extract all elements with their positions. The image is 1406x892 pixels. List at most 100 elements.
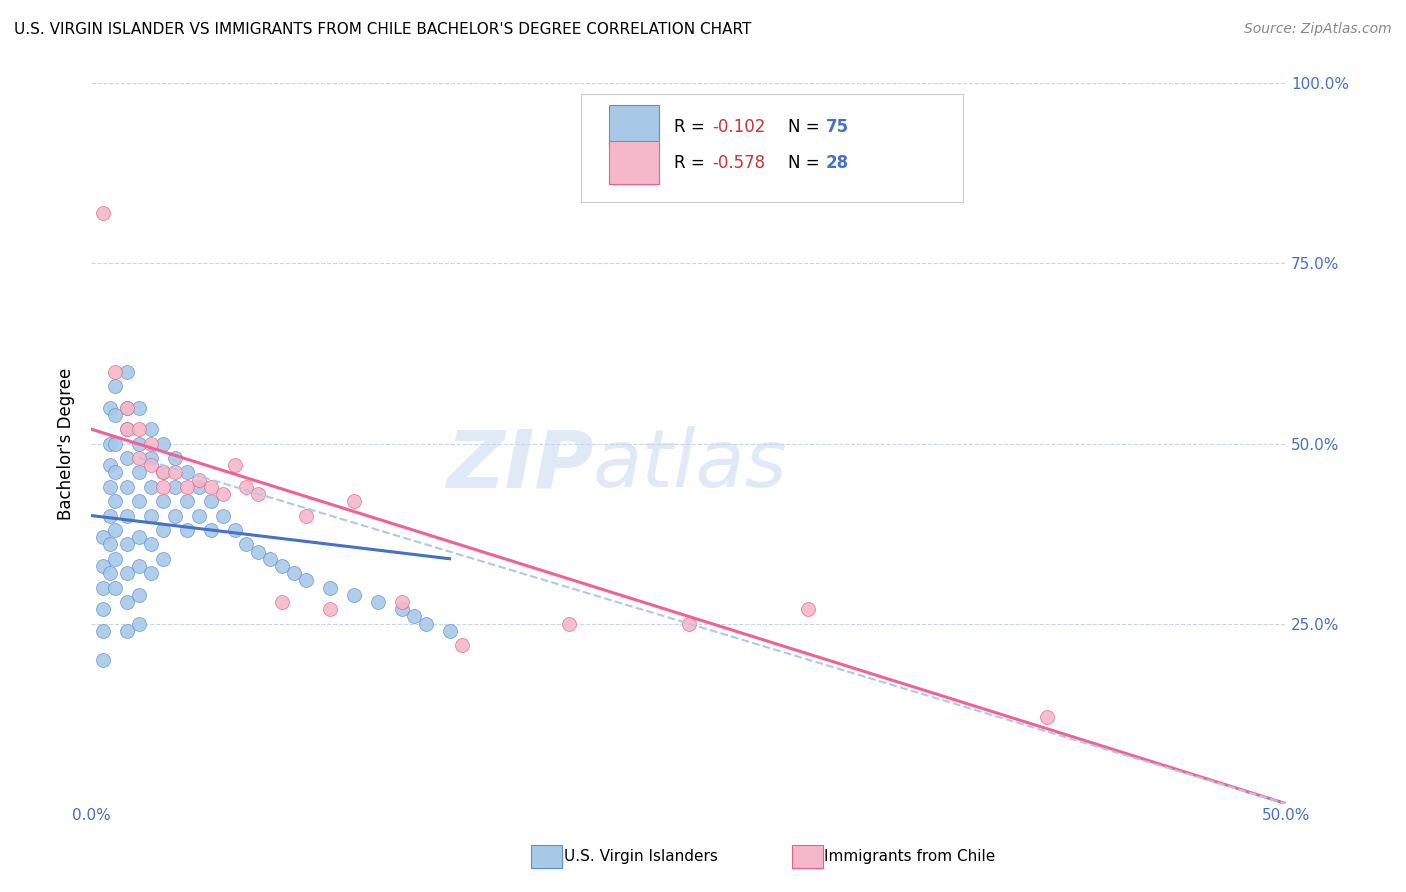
Point (91, 206, 114, 220)
Point (98, 537, 121, 551)
Point (211, 487, 233, 501)
Point (139, 422, 162, 436)
Point (415, 616, 437, 631)
Point (139, 480, 162, 494)
Point (152, 466, 174, 480)
Point (391, 602, 413, 616)
Text: U.S. VIRGIN ISLANDER VS IMMIGRANTS FROM CHILE BACHELOR'S DEGREE CORRELATION CHAR: U.S. VIRGIN ISLANDER VS IMMIGRANTS FROM … (14, 22, 751, 37)
Point (211, 508, 233, 523)
Point (115, 401, 138, 415)
Point (115, 450, 138, 465)
Point (115, 566, 138, 581)
Point (235, 537, 257, 551)
Point (139, 436, 162, 450)
Point (104, 581, 127, 595)
Point (1036, 710, 1059, 724)
Point (163, 450, 186, 465)
Point (319, 602, 342, 616)
Point (91, 652, 114, 666)
Y-axis label: Bachelor's Degree: Bachelor's Degree (58, 368, 75, 520)
Point (139, 450, 162, 465)
Point (295, 574, 318, 588)
Point (391, 595, 413, 609)
Point (98, 458, 121, 472)
Point (128, 616, 150, 631)
Point (259, 551, 281, 566)
Point (163, 480, 186, 494)
Text: N =: N = (787, 153, 824, 171)
Point (128, 450, 150, 465)
Point (152, 523, 174, 537)
Point (91, 602, 114, 616)
Text: -0.578: -0.578 (713, 153, 766, 171)
Point (283, 566, 305, 581)
Text: U.S. Virgin Islanders: U.S. Virgin Islanders (564, 849, 717, 863)
Point (115, 422, 138, 436)
Text: Immigrants from Chile: Immigrants from Chile (824, 849, 995, 863)
Text: R =: R = (675, 153, 710, 171)
Point (98, 508, 121, 523)
Point (200, 523, 222, 537)
FancyBboxPatch shape (609, 105, 658, 148)
Point (98, 480, 121, 494)
Text: 75: 75 (825, 118, 849, 136)
Text: -0.102: -0.102 (713, 118, 766, 136)
Point (295, 508, 318, 523)
Point (128, 401, 150, 415)
Point (163, 508, 186, 523)
Point (187, 480, 209, 494)
Text: atlas: atlas (593, 426, 787, 504)
Point (115, 422, 138, 436)
Point (115, 480, 138, 494)
Point (176, 466, 198, 480)
FancyBboxPatch shape (609, 142, 658, 184)
Point (104, 494, 127, 508)
Point (152, 466, 174, 480)
Point (128, 466, 150, 480)
Point (247, 487, 270, 501)
Point (98, 566, 121, 581)
FancyBboxPatch shape (581, 95, 963, 202)
Point (139, 508, 162, 523)
Point (128, 422, 150, 436)
Text: R =: R = (675, 118, 710, 136)
Point (128, 436, 150, 450)
Point (319, 581, 342, 595)
Point (450, 638, 472, 652)
Point (224, 458, 246, 472)
Point (152, 480, 174, 494)
Point (115, 537, 138, 551)
Point (152, 436, 174, 450)
Point (224, 523, 246, 537)
Point (797, 602, 820, 616)
Point (343, 588, 366, 602)
Point (200, 494, 222, 508)
Point (128, 588, 150, 602)
Point (247, 544, 270, 558)
Point (343, 494, 366, 508)
Point (104, 551, 127, 566)
Point (91, 530, 114, 544)
Point (439, 624, 461, 638)
Point (187, 473, 209, 487)
Point (271, 558, 294, 573)
Point (139, 566, 162, 581)
Point (200, 480, 222, 494)
Point (91, 558, 114, 573)
Point (367, 595, 389, 609)
Point (115, 508, 138, 523)
Point (187, 508, 209, 523)
Point (271, 595, 294, 609)
Point (91, 581, 114, 595)
Point (176, 494, 198, 508)
Point (235, 480, 257, 494)
Point (163, 466, 186, 480)
Point (104, 364, 127, 378)
Point (115, 624, 138, 638)
Point (104, 379, 127, 393)
Point (176, 480, 198, 494)
Text: Source: ZipAtlas.com: Source: ZipAtlas.com (1244, 22, 1392, 37)
Point (128, 494, 150, 508)
Point (558, 616, 581, 631)
Text: 28: 28 (825, 153, 849, 171)
